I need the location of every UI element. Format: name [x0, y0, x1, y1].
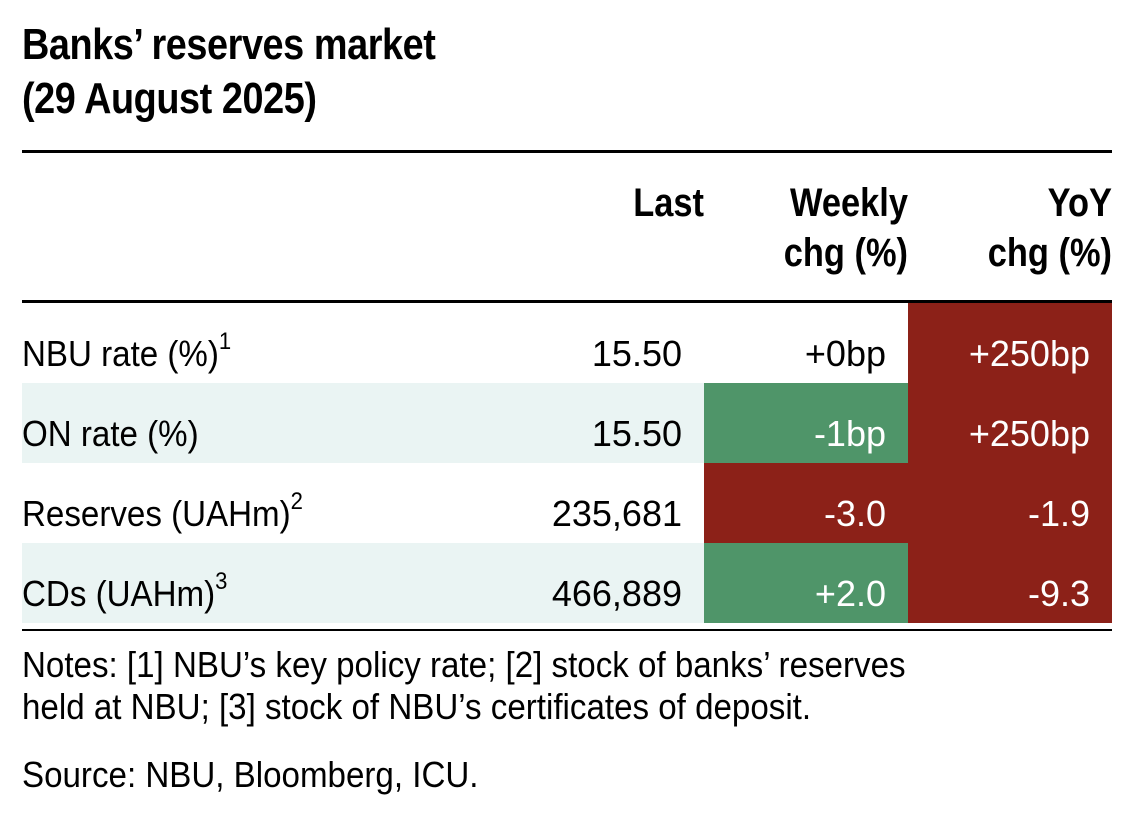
table-notes: Notes: [1] NBU’s key policy rate; [2] st… — [22, 644, 1108, 728]
cell-last: 15.50 — [591, 413, 682, 454]
row-label: CDs (UAHm)3 — [22, 568, 228, 615]
footnote-marker: 3 — [215, 568, 228, 595]
cell-last: 15.50 — [591, 333, 682, 374]
cell-weekly: +0bp — [804, 333, 886, 374]
header-rule — [22, 300, 1112, 303]
row-label: NBU rate (%)1 — [22, 328, 232, 375]
cell-last: 466,889 — [551, 573, 682, 614]
header-last: Last — [633, 181, 704, 225]
row-label: ON rate (%) — [22, 413, 199, 454]
reserves-market-table-card: Banks’ reserves market (29 August 2025) … — [22, 18, 1112, 795]
cell-yoy-negative: +250bp — [908, 383, 1112, 463]
table-row-nbu-rate: NBU rate (%)1 15.50 +0bp +250bp — [22, 303, 1112, 383]
footnote-marker: 1 — [218, 328, 232, 355]
table-row-on-rate: ON rate (%) 15.50 -1bp +250bp — [22, 383, 1112, 463]
header-yoy: YoY chg (%) — [987, 181, 1112, 275]
cell-yoy-negative: -9.3 — [908, 543, 1112, 623]
cell-weekly-positive: +2.0 — [704, 543, 908, 623]
header-weekly: Weekly chg (%) — [783, 181, 908, 275]
title-line-1: Banks’ reserves market — [22, 20, 436, 69]
row-label: Reserves (UAHm)2 — [22, 488, 303, 535]
footnote-marker: 2 — [290, 488, 303, 515]
cell-weekly-positive: -1bp — [704, 383, 908, 463]
table-title: Banks’ reserves market (29 August 2025) — [22, 18, 1106, 126]
bottom-rule — [22, 629, 1112, 631]
notes-line-1: Notes: [1] NBU’s key policy rate; [2] st… — [22, 644, 906, 685]
title-line-2: (29 August 2025) — [22, 74, 317, 123]
table-row-reserves: Reserves (UAHm)2 235,681 -3.0 -1.9 — [22, 463, 1112, 543]
cell-weekly-negative: -3.0 — [704, 463, 908, 543]
cell-yoy-negative: -1.9 — [908, 463, 1112, 543]
table-row-cds: CDs (UAHm)3 466,889 +2.0 -9.3 — [22, 543, 1112, 623]
notes-line-2: held at NBU; [3] stock of NBU’s certific… — [22, 686, 812, 727]
cell-last: 235,681 — [551, 493, 682, 534]
cell-yoy-negative: +250bp — [908, 303, 1112, 383]
table-source: Source: NBU, Bloomberg, ICU. — [22, 754, 479, 795]
top-rule — [22, 150, 1112, 153]
